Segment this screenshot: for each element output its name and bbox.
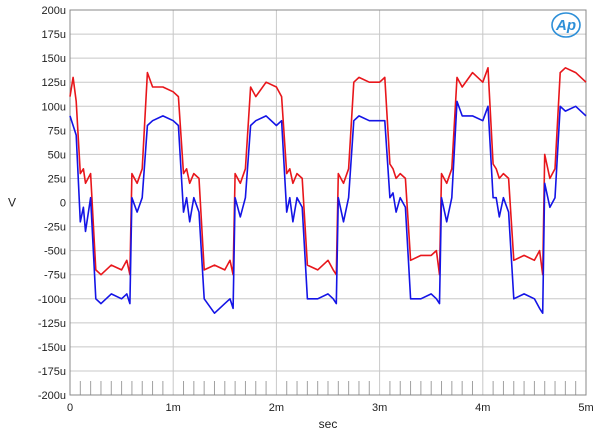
ap-logo: Ap	[551, 12, 581, 38]
x-tick-label: 1m	[166, 402, 181, 414]
minor-x-ticks	[79, 381, 577, 395]
series-lines	[69, 67, 587, 315]
y-tick-label: -100u	[38, 294, 66, 306]
logo-text: Ap	[555, 17, 576, 34]
y-tick-label: 175u	[42, 29, 66, 41]
y-tick-label: -150u	[38, 342, 66, 354]
logo-ring-icon	[551, 12, 581, 38]
x-tick-label: 2m	[269, 402, 284, 414]
x-tick-labels: 0 1m 2m 3m 4m 5m	[67, 402, 594, 414]
y-tick-label: 50u	[48, 149, 66, 161]
y-tick-labels: 200u 175u 150u 125u 100u 75u 50u 25u 0 -25u -50u -7…	[38, 5, 66, 402]
x-tick-label: 4m	[475, 402, 490, 414]
x-tick-label: 5m	[578, 402, 593, 414]
y-tick-label: -200u	[38, 390, 66, 402]
y-tick-label: -125u	[38, 318, 66, 330]
y-tick-label: 200u	[42, 5, 66, 17]
y-tick-label: -175u	[38, 366, 66, 378]
x-axis-title: sec	[319, 417, 338, 431]
y-tick-label: -75u	[44, 270, 66, 282]
x-tick-label: 0	[67, 402, 73, 414]
y-tick-label: 25u	[48, 173, 66, 185]
series-line-2	[69, 100, 587, 315]
y-tick-label: 0	[60, 198, 66, 210]
y-axis-title: V	[8, 196, 16, 210]
y-tick-label: -50u	[44, 246, 66, 258]
y-tick-label: 150u	[42, 53, 66, 65]
y-tick-label: 75u	[48, 125, 66, 137]
y-tick-label: 100u	[42, 101, 66, 113]
plot-frame	[69, 9, 587, 396]
x-tick-label: 3m	[372, 402, 387, 414]
series-line-1	[69, 67, 587, 276]
y-tick-label: 125u	[42, 77, 66, 89]
y-tick-label: -25u	[44, 222, 66, 234]
